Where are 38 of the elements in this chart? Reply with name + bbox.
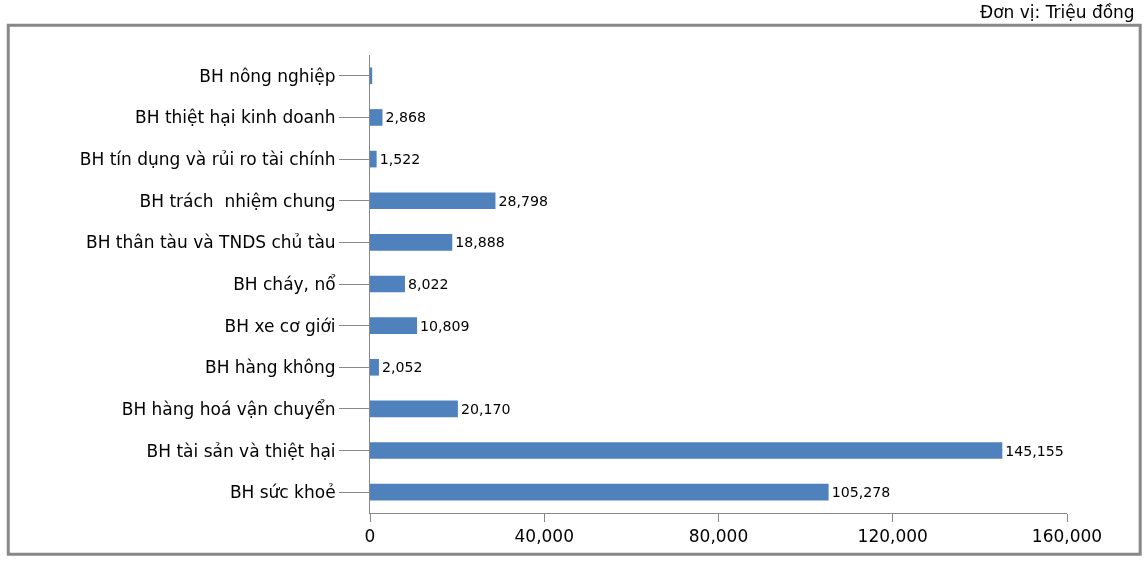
data-label: 8,022: [407, 276, 449, 292]
data-label: 10,809: [420, 317, 470, 334]
bar: [370, 150, 377, 168]
y-tick-label: BH thiệt hại kinh doanh: [135, 107, 336, 128]
data-label: 145,155: [1005, 442, 1064, 459]
bar: [370, 317, 418, 334]
data-label: 18,888: [455, 234, 505, 251]
y-tick-label: BH hàng không: [204, 357, 336, 378]
y-tick-label: BH xe cơ giới: [224, 315, 336, 336]
y-tick-label: BH hàng hoá vận chuyển: [121, 398, 336, 419]
data-label: 2,868: [385, 109, 426, 126]
data-label: 105,278: [831, 484, 891, 501]
bar: [370, 358, 379, 376]
x-tick-label: 120,000: [857, 526, 928, 547]
x-tick-label: 0: [364, 526, 376, 547]
y-tick-label: BH nông nghiệp: [199, 65, 336, 86]
y-tick-label: BH cháy, nổ: [233, 273, 337, 294]
text: Đơn vị: Triệu đồng: [980, 2, 1135, 22]
bar: [370, 400, 458, 418]
x-tick-label: 160,000: [1031, 526, 1103, 547]
data-label: 28,798: [498, 192, 548, 209]
bar: [370, 275, 405, 293]
bar: [370, 483, 829, 501]
y-tick-label: BH tín dụng và rủi ro tài chính: [79, 149, 336, 170]
bar: [370, 234, 453, 251]
y-tick-label: BH sức khoẻ: [229, 482, 336, 503]
data-label: 1,522: [379, 151, 421, 168]
bar: [370, 192, 496, 210]
x-tick-label: 40,000: [514, 526, 574, 547]
y-tick-label: BH trách nhiệm chung: [139, 190, 336, 211]
y-tick-label: BH tài sản và thiệt hại: [146, 440, 336, 461]
x-tick-label: 80,000: [688, 526, 749, 547]
data-label: 20,170: [460, 400, 511, 417]
y-tick-label: BH thân tàu và TNDS chủ tàu: [86, 232, 336, 253]
bar: [370, 109, 383, 126]
data-label: 2,052: [381, 359, 423, 376]
bar: [370, 67, 373, 85]
bar: [370, 442, 1003, 459]
